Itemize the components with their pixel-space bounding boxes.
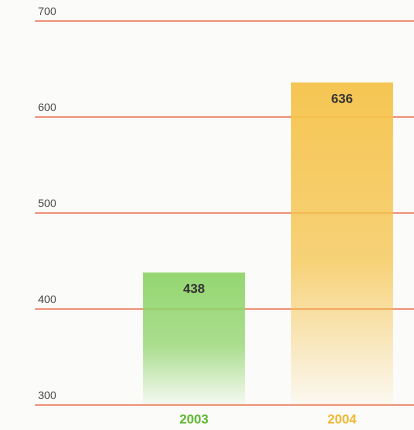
bar xyxy=(143,272,245,405)
y-tick-label: 600 xyxy=(38,102,56,114)
y-tick-label: 700 xyxy=(38,6,56,18)
x-tick-label: 2004 xyxy=(328,411,358,426)
y-tick-label: 400 xyxy=(38,294,56,306)
bar xyxy=(291,82,393,405)
x-tick-label: 2003 xyxy=(180,411,209,426)
y-tick-label: 500 xyxy=(38,198,56,210)
value-label: 438 xyxy=(183,281,205,296)
y-tick-label: 300 xyxy=(38,390,56,402)
value-label: 636 xyxy=(331,91,353,106)
